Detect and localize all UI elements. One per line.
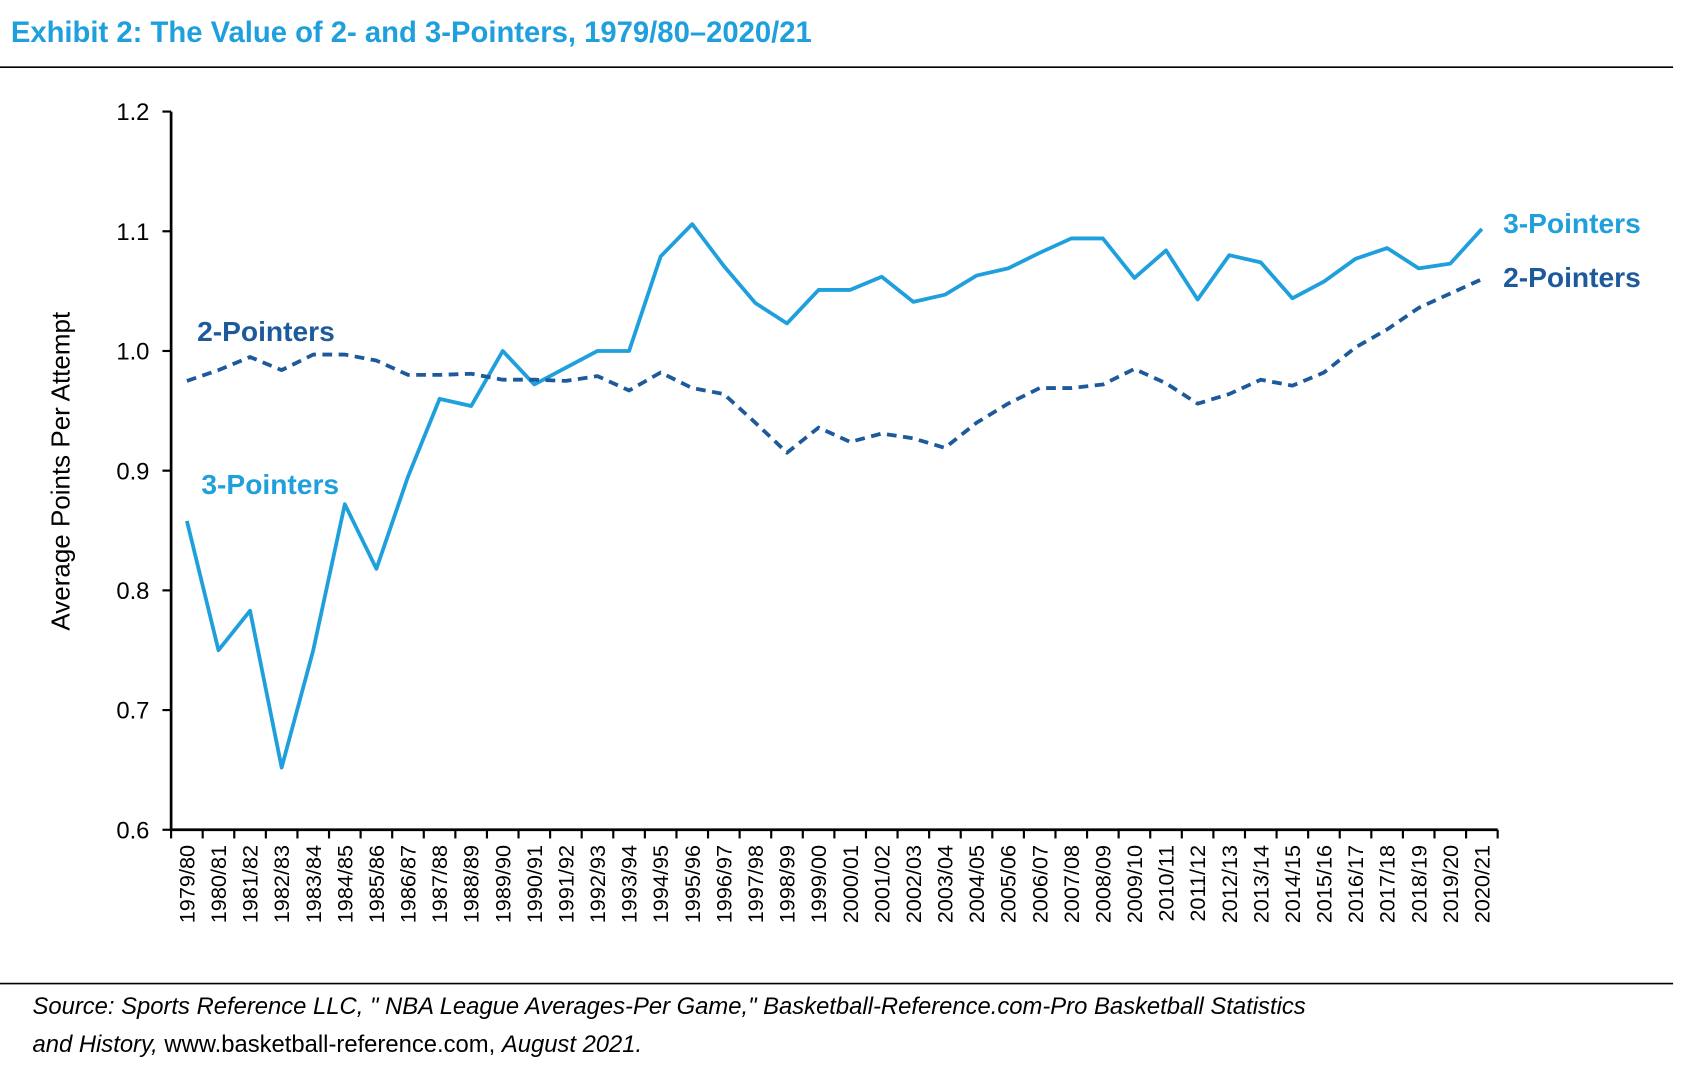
y-tick-label: 1.0 [116, 339, 149, 366]
x-tick-label: 1990/91 [522, 845, 547, 923]
x-tick-label: 2020/21 [1469, 845, 1494, 923]
series-label: 2-Pointers [1503, 262, 1641, 293]
series-line [185, 222, 1484, 770]
series-label: 2-Pointers [197, 316, 335, 347]
x-tick-label: 1980/81 [206, 845, 231, 923]
x-tick-label: 2002/03 [901, 845, 926, 923]
y-tick-label: 0.7 [116, 698, 149, 725]
x-tick-label: 2019/20 [1438, 845, 1463, 923]
x-tick-label: 2015/16 [1312, 845, 1337, 923]
x-tick-label: 1983/84 [301, 845, 326, 923]
x-tick-label: 1984/85 [332, 845, 357, 923]
x-tick-label: 2003/04 [933, 845, 958, 923]
x-tick-label: 1998/99 [775, 845, 800, 923]
source-url: www.basketball-reference.com, [163, 1031, 495, 1058]
x-tick-label: 2013/14 [1248, 845, 1273, 923]
x-tick-label: 1985/86 [364, 845, 389, 923]
x-tick-label: 2008/09 [1090, 845, 1115, 923]
x-tick-label: 2010/11 [1154, 845, 1179, 922]
x-tick-label: 1996/97 [711, 845, 736, 923]
y-tick-label: 0.6 [116, 817, 149, 844]
x-tick-label: 1994/95 [648, 845, 673, 923]
series-label: 3-Pointers [1503, 208, 1641, 239]
x-tick-label: 2005/06 [996, 845, 1021, 923]
x-tick-label: 1986/87 [396, 845, 421, 923]
series-line [186, 277, 1483, 455]
y-tick-label: 1.1 [116, 219, 149, 246]
x-tick-label: 1997/98 [743, 845, 768, 923]
x-tick-label: 2001/02 [869, 845, 894, 923]
x-tick-label: 2006/07 [1027, 845, 1052, 923]
x-tick-label: 2017/18 [1375, 845, 1400, 923]
chart-title: Exhibit 2: The Value of 2- and 3-Pointer… [11, 17, 812, 49]
source-text: and History, [32, 1031, 157, 1058]
x-tick-label: 2012/13 [1217, 845, 1242, 923]
y-tick-label: 0.8 [116, 578, 149, 605]
x-tick-label: 1987/88 [427, 845, 452, 923]
x-tick-label: 1995/96 [680, 845, 705, 923]
x-tick-label: 1981/82 [238, 845, 263, 923]
x-tick-label: 1979/80 [174, 845, 199, 923]
x-tick-label: 1999/00 [806, 845, 831, 923]
x-tick-label: 2000/01 [838, 845, 863, 923]
x-tick-label: 1989/90 [490, 845, 515, 923]
source-text: Source: Sports Reference LLC, " NBA Leag… [32, 993, 1305, 1020]
source-date: August 2021. [500, 1031, 642, 1058]
x-tick-label: 2016/17 [1343, 845, 1368, 923]
y-axis-label: Average Points Per Attempt [45, 311, 75, 631]
x-tick-label: 2004/05 [964, 845, 989, 923]
x-tick-label: 2009/10 [1122, 845, 1147, 923]
x-tick-label: 2011/12 [1185, 845, 1210, 922]
source-text: and History, www.basketball-reference.co… [32, 1031, 642, 1058]
x-tick-label: 2014/15 [1280, 845, 1305, 923]
series-label: 3-Pointers [201, 469, 339, 500]
y-tick-label: 0.9 [116, 458, 149, 485]
x-tick-label: 1992/93 [585, 845, 610, 923]
x-tick-label: 2018/19 [1406, 845, 1431, 923]
x-tick-label: 1988/89 [459, 845, 484, 923]
x-tick-label: 1991/92 [553, 845, 578, 923]
y-tick-label: 1.2 [116, 99, 149, 126]
x-tick-label: 1993/94 [617, 845, 642, 923]
x-tick-label: 1982/83 [269, 845, 294, 923]
x-tick-label: 2007/08 [1059, 845, 1084, 923]
